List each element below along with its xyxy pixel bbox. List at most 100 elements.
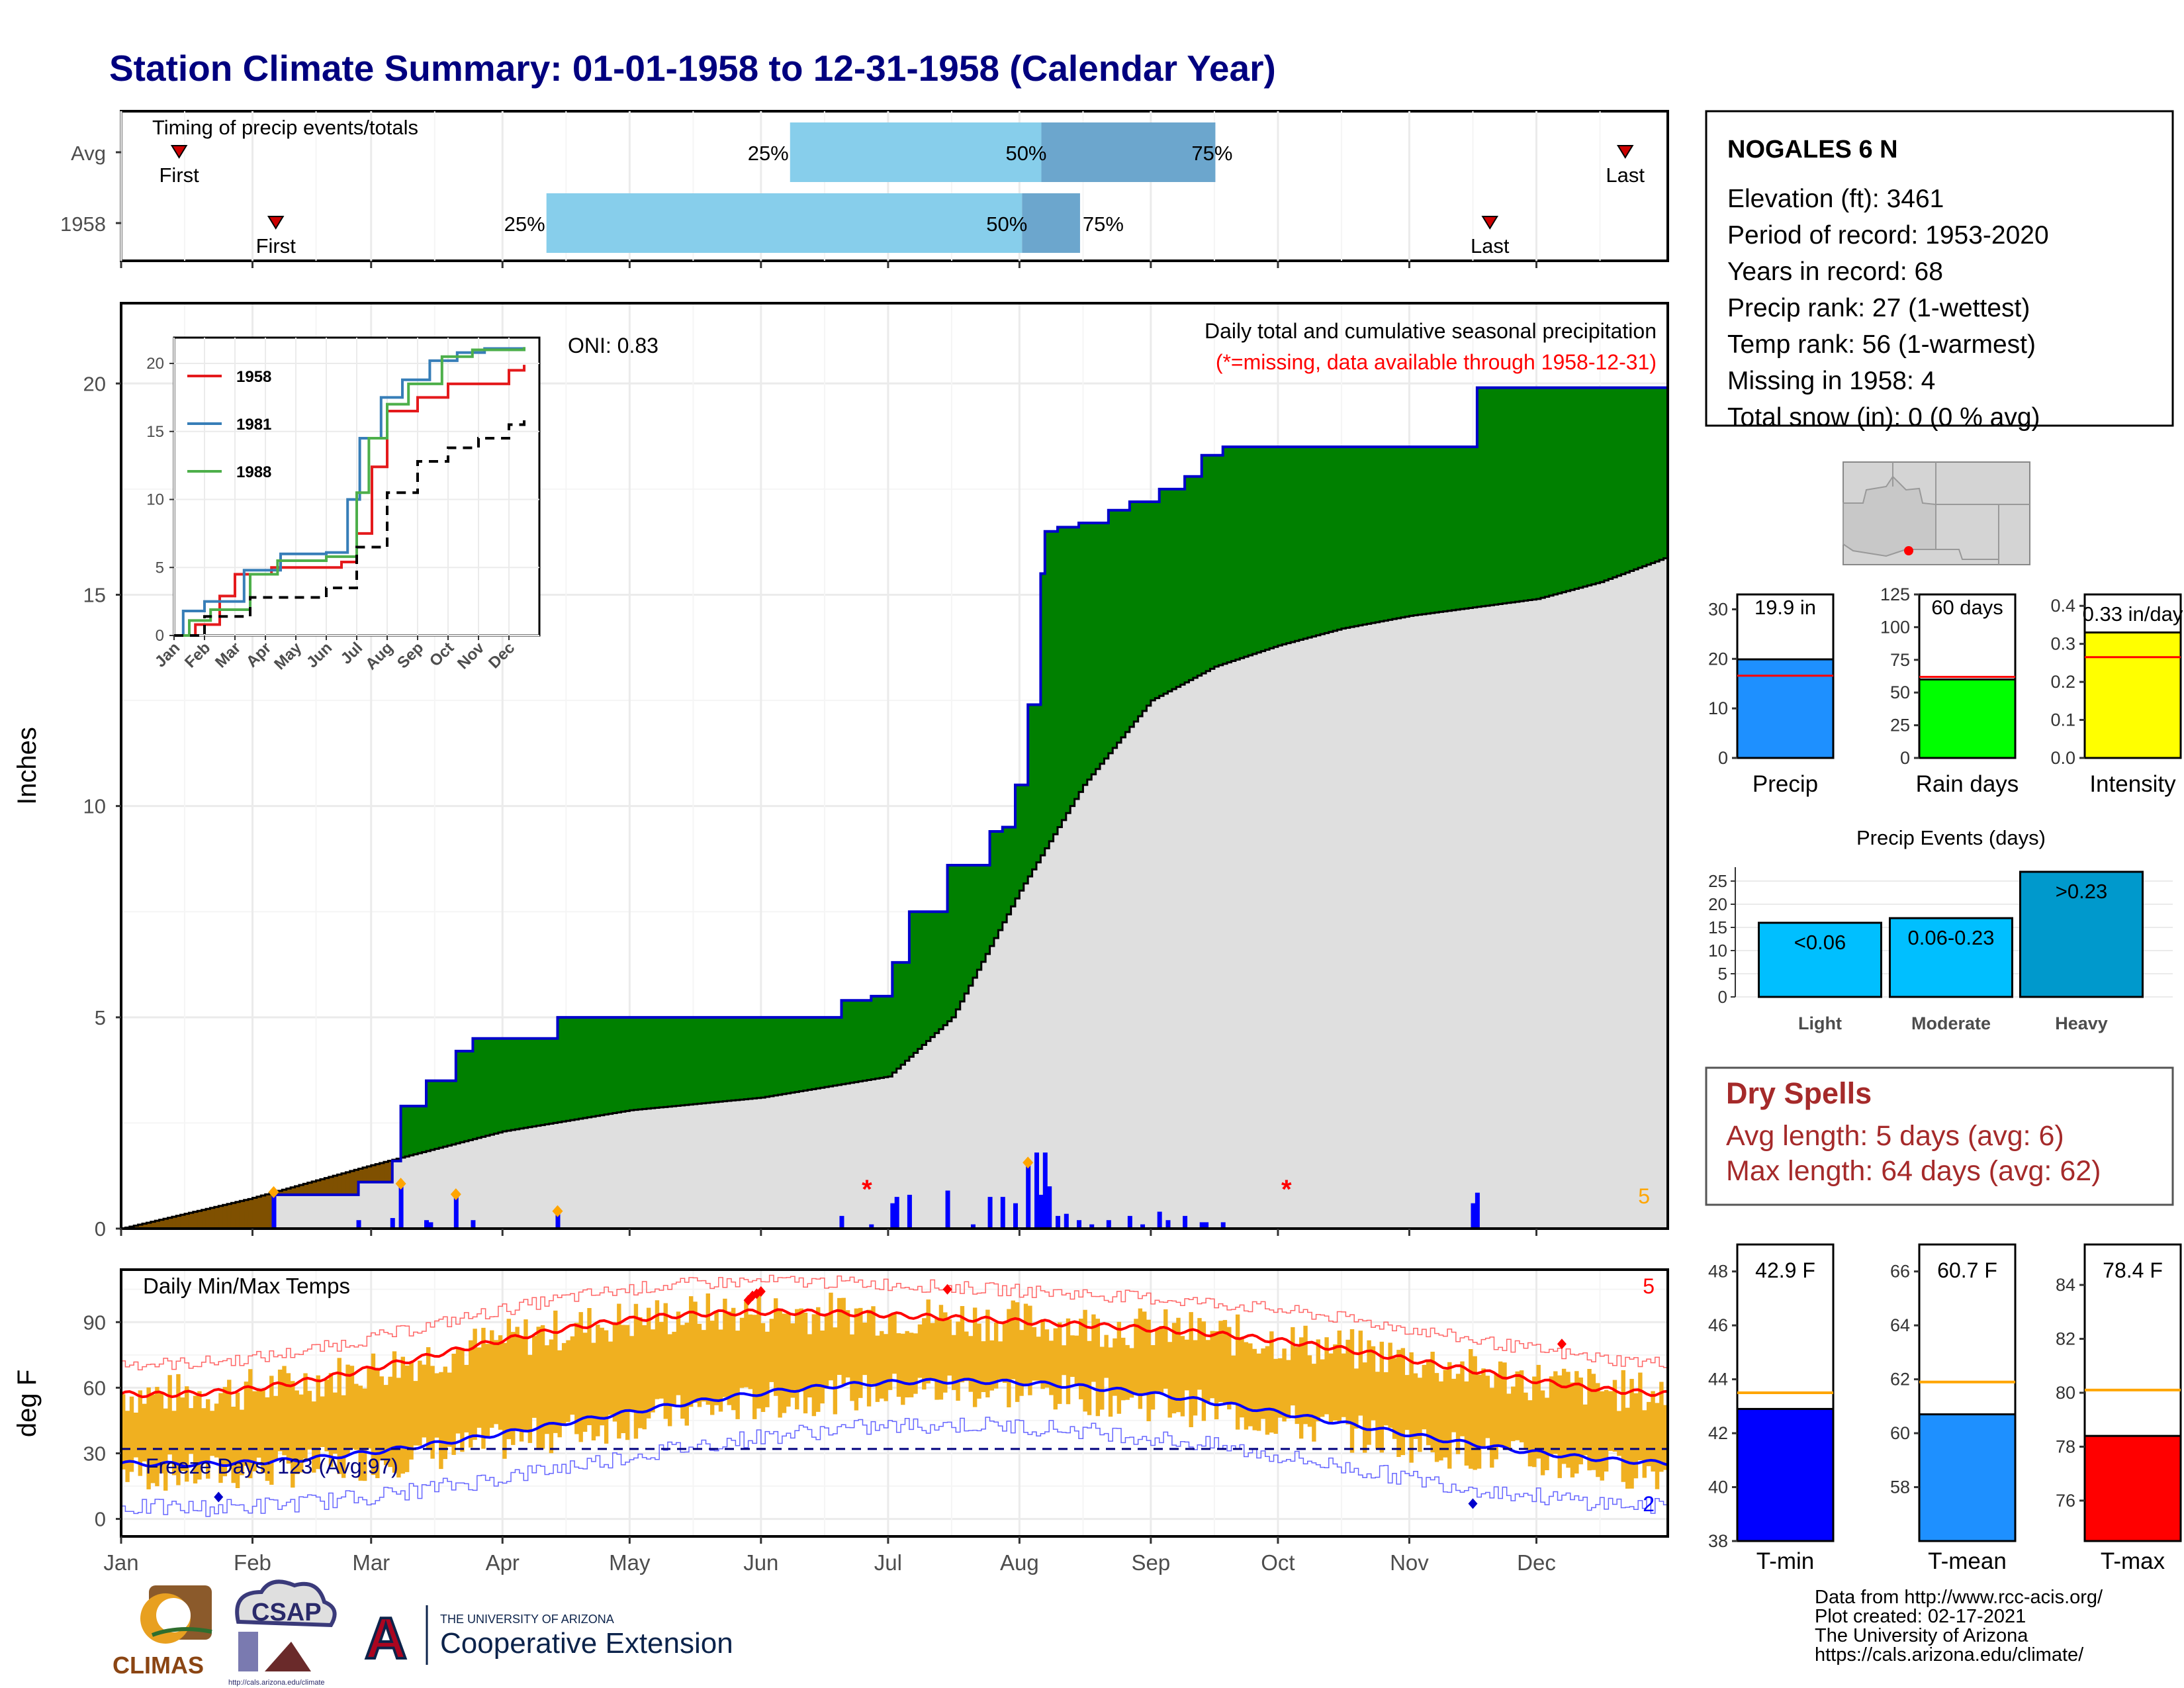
daily-precip-bar — [471, 1220, 476, 1229]
timing-p50: 50% — [1005, 142, 1046, 165]
daily-precip-bar — [1042, 1152, 1048, 1229]
inset-legend-label: 1981 — [236, 416, 271, 434]
station-snow: Total snow (in): 0 (0 % avg) — [1727, 403, 2040, 432]
dry-spells-title: Dry Spells — [1726, 1076, 1872, 1110]
mini-bar-value-label: 0.33 in/day — [2083, 602, 2183, 626]
month-tick-label: Aug — [1000, 1550, 1039, 1575]
mini-bar-tick-label: 30 — [1708, 599, 1728, 619]
inset-legend-label: 1958 — [236, 368, 271, 386]
mini-bar-tick-label: 0.3 — [2050, 634, 2075, 654]
average-min-line — [120, 1378, 1668, 1468]
timing-first-label: First — [159, 164, 200, 187]
temp-frame — [120, 1268, 1669, 1538]
temp-y-label: deg F — [13, 1370, 42, 1437]
inset-legend: 1958 1981 1988 — [187, 368, 271, 481]
timing-last-marker — [1481, 216, 1499, 230]
precip-y-tick-label: 0 — [95, 1217, 106, 1241]
daily-precip-bar — [987, 1197, 993, 1229]
record-high-marker — [1557, 1338, 1567, 1350]
freeze-days: Freeze Days: 123 (Avg:97) — [146, 1454, 398, 1478]
daily-precip-bar — [894, 1197, 899, 1229]
timing-p50: 50% — [986, 212, 1027, 236]
timing-first-label: First — [256, 234, 296, 258]
daily-precip-bar — [1056, 1215, 1061, 1229]
inset-series-line-1981 — [174, 347, 525, 637]
month-tick-label: Mar — [352, 1550, 390, 1575]
timing-last-label: Last — [1471, 234, 1510, 258]
daily-precip-bar — [890, 1203, 895, 1229]
ua-small-text: THE UNIVERSITY OF ARIZONA — [440, 1613, 614, 1626]
average-cumulative-area — [121, 557, 1668, 1229]
temp-y-tick-label: 90 — [83, 1311, 106, 1334]
daily-precip-bar — [1220, 1222, 1226, 1229]
mini-bar-tick-label: 0.4 — [2050, 596, 2075, 616]
events-bar-label: >0.23 — [2056, 880, 2107, 903]
station-name: NOGALES 6 N — [1727, 136, 1898, 164]
daily-precip-bar — [1034, 1152, 1039, 1229]
temp-y-tick-label: 30 — [83, 1442, 106, 1465]
timing-p25: 25% — [504, 212, 545, 236]
precip-y-tick-label: 10 — [83, 795, 106, 818]
csap-wordmark: CSAP — [251, 1599, 322, 1626]
mini-bar-tick-label: 25 — [1890, 716, 1910, 735]
page-title: Station Climate Summary: 01-01-1958 to 1… — [109, 48, 1276, 89]
daily-precip-bar — [1183, 1215, 1188, 1229]
missing-marker: * — [1281, 1175, 1292, 1204]
events-y-tick-label: 10 — [1708, 941, 1727, 961]
temp-bar-tick-label: 82 — [2056, 1329, 2075, 1349]
logo-csap: CSAP http://cals.arizona.edu/climate — [228, 1579, 337, 1687]
mini-bar-tick-label: 0 — [1900, 748, 1910, 768]
extreme-precip-marker — [450, 1188, 461, 1201]
record-high-marker — [756, 1286, 766, 1297]
daily-precip-bar — [555, 1213, 561, 1229]
month-tick-label: Feb — [234, 1550, 271, 1575]
events-bar-label: 0.06-0.23 — [1908, 926, 1995, 949]
credit-line: https://cals.arizona.edu/climate/ — [1815, 1644, 2084, 1665]
temp-bar-tick-label: 42 — [1708, 1423, 1728, 1443]
mini-bar-value — [2083, 631, 2182, 759]
temp-mini-bars: 38 40 42 44 46 48 42.9 F T-min 58 60 62 64 66 60.7 F T… — [1708, 1243, 2182, 1574]
temp-min-count: 2 — [1643, 1492, 1655, 1516]
month-tick-label: Nov — [1390, 1550, 1429, 1575]
daily-precip-bar — [1000, 1197, 1005, 1229]
station-frame — [1705, 110, 2174, 427]
climas-swoosh — [151, 1627, 212, 1637]
timing-rows: Avg 25% 50% 75% First Last 1958 25% 50% 75% First L… — [60, 122, 1645, 258]
csap-cloud — [235, 1579, 337, 1628]
dry-spells-box: Dry Spells Avg length: 5 days (avg: 6) M… — [1705, 1066, 2174, 1206]
temp-bar-tick-label: 80 — [2056, 1383, 2075, 1403]
daily-precip-bar — [839, 1215, 844, 1229]
daily-precip-bar — [1089, 1224, 1095, 1229]
month-tick-label: May — [609, 1550, 651, 1575]
extreme-precip-marker — [552, 1205, 563, 1217]
daily-precip-bar — [1165, 1220, 1171, 1229]
month-tick-label: Jun — [743, 1550, 778, 1575]
credit-line: Plot created: 02-17-2021 — [1815, 1606, 2026, 1627]
timing-bar-upper — [1022, 193, 1080, 253]
daily-temp-bars — [121, 1292, 1668, 1491]
station-location-marker — [1904, 546, 1913, 555]
timing-bar-lower — [546, 193, 1023, 253]
timing-last-label: Last — [1606, 164, 1645, 187]
oni-label: ONI: 0.83 — [568, 334, 659, 357]
mini-bar-label: Intensity — [2089, 771, 2176, 797]
temp-bar-value — [2083, 1434, 2182, 1542]
temp-bar-label: T-mean — [1928, 1548, 2007, 1574]
events-category-label: Heavy — [2055, 1013, 2108, 1033]
mini-bar-tick-label: 125 — [1880, 585, 1910, 604]
record-low-line — [121, 1417, 1668, 1517]
inset-y-tick-label: 15 — [146, 423, 164, 441]
events-bar — [1889, 917, 2013, 998]
daily-precip-bar — [1077, 1220, 1082, 1229]
temp-bar-tick-label: 38 — [1708, 1531, 1728, 1551]
daily-precip-bar — [428, 1222, 433, 1229]
temp-bar-tick-label: 76 — [2056, 1491, 2075, 1511]
mini-bar-tick-label: 0.2 — [2050, 672, 2075, 692]
mini-bar-tick-label: 0 — [1718, 748, 1728, 768]
extreme-precip-marker — [395, 1178, 406, 1190]
station-missing: Missing in 1958: 4 — [1727, 367, 1935, 395]
temp-bar-label: T-min — [1756, 1548, 1815, 1574]
inset-y-tick-label: 10 — [146, 491, 164, 509]
